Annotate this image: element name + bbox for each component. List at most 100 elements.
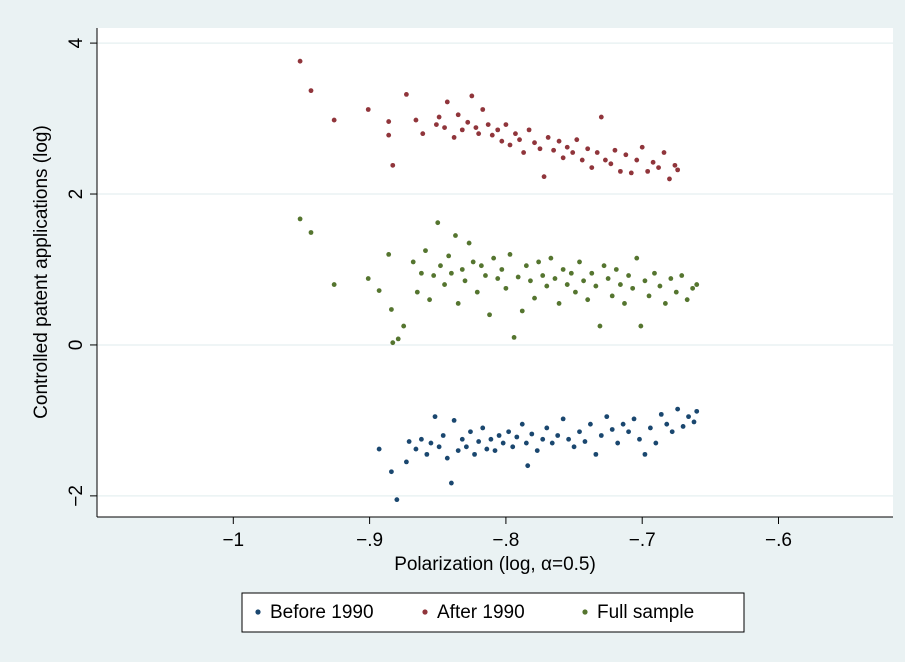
point: [424, 451, 430, 457]
point: [423, 248, 428, 254]
point: [691, 419, 697, 425]
point: [536, 259, 542, 265]
x-tick-label: −1: [222, 530, 244, 551]
point: [585, 297, 591, 303]
point: [545, 135, 551, 140]
point: [506, 429, 512, 435]
point: [652, 270, 657, 276]
point: [582, 439, 588, 444]
legend-marker: [582, 609, 588, 615]
point: [634, 157, 640, 163]
point: [510, 444, 516, 450]
point: [438, 263, 443, 269]
point: [410, 259, 416, 265]
point: [444, 99, 450, 105]
point: [566, 436, 572, 442]
point: [589, 165, 595, 171]
point: [365, 107, 371, 112]
point: [491, 255, 497, 261]
point: [623, 152, 629, 158]
y-tick-label: 4: [66, 37, 87, 48]
legend-label: Full sample: [597, 602, 694, 623]
point: [541, 174, 547, 180]
point: [673, 289, 679, 295]
point: [459, 436, 465, 442]
point: [598, 433, 604, 438]
plot-region: [97, 28, 893, 517]
point: [308, 88, 314, 94]
point: [526, 127, 532, 133]
point: [484, 446, 490, 452]
point: [675, 406, 681, 412]
legend-label: After 1990: [437, 602, 525, 623]
point: [495, 127, 501, 133]
point: [404, 459, 409, 465]
point: [593, 283, 599, 289]
point: [427, 297, 432, 303]
point: [488, 436, 494, 442]
point: [472, 451, 477, 457]
point: [495, 276, 501, 281]
point: [463, 444, 469, 450]
point: [499, 138, 505, 144]
point: [466, 240, 472, 246]
legend-marker: [422, 609, 428, 615]
legend-box: [241, 592, 745, 633]
point: [442, 282, 447, 287]
point: [376, 446, 382, 452]
x-axis-title: Polarization (log, α=0.5): [394, 554, 596, 575]
point: [634, 255, 640, 261]
point: [544, 283, 550, 289]
point: [581, 278, 586, 284]
point: [523, 263, 529, 269]
point: [564, 282, 570, 287]
point: [653, 440, 659, 446]
point: [613, 267, 619, 272]
y-tick-label: 0: [66, 340, 87, 351]
point: [647, 425, 653, 431]
point: [540, 273, 546, 278]
point: [476, 131, 482, 137]
point: [573, 289, 578, 295]
point: [548, 255, 554, 261]
point: [480, 425, 486, 431]
point: [420, 131, 426, 137]
point: [523, 440, 529, 446]
point: [480, 107, 486, 112]
point: [560, 267, 566, 272]
point: [594, 150, 600, 155]
point: [617, 168, 623, 174]
point: [404, 92, 409, 97]
point: [513, 131, 518, 137]
point: [532, 295, 537, 301]
point: [448, 480, 454, 486]
point: [478, 263, 484, 269]
point: [617, 282, 623, 287]
point: [433, 122, 439, 127]
point: [637, 436, 642, 442]
point: [549, 440, 555, 446]
point: [462, 278, 468, 284]
point: [668, 276, 674, 281]
point: [418, 270, 424, 276]
point: [446, 253, 452, 259]
point: [455, 112, 461, 118]
point: [537, 146, 543, 152]
point: [694, 282, 700, 287]
point: [577, 429, 582, 435]
point: [453, 233, 458, 238]
point: [500, 440, 506, 446]
point: [451, 418, 457, 423]
point: [474, 289, 480, 295]
point: [413, 446, 419, 452]
point: [496, 433, 502, 438]
point: [389, 469, 394, 475]
point: [662, 301, 668, 306]
point: [667, 176, 672, 182]
point: [473, 125, 479, 131]
point: [492, 448, 498, 453]
point: [406, 439, 412, 444]
point: [642, 451, 648, 457]
point: [609, 427, 615, 432]
point: [308, 230, 314, 235]
